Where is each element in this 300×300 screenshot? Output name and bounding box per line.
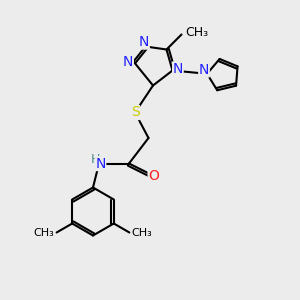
Text: S: S <box>130 106 140 119</box>
Text: CH₃: CH₃ <box>185 26 208 39</box>
Text: N: N <box>199 63 209 77</box>
Text: N: N <box>173 62 183 76</box>
Text: H: H <box>91 153 100 167</box>
Text: N: N <box>95 157 106 170</box>
Text: CH₃: CH₃ <box>132 227 152 238</box>
Text: CH₃: CH₃ <box>34 227 54 238</box>
Text: O: O <box>148 169 159 182</box>
Text: N: N <box>123 55 133 68</box>
Text: N: N <box>139 35 149 49</box>
